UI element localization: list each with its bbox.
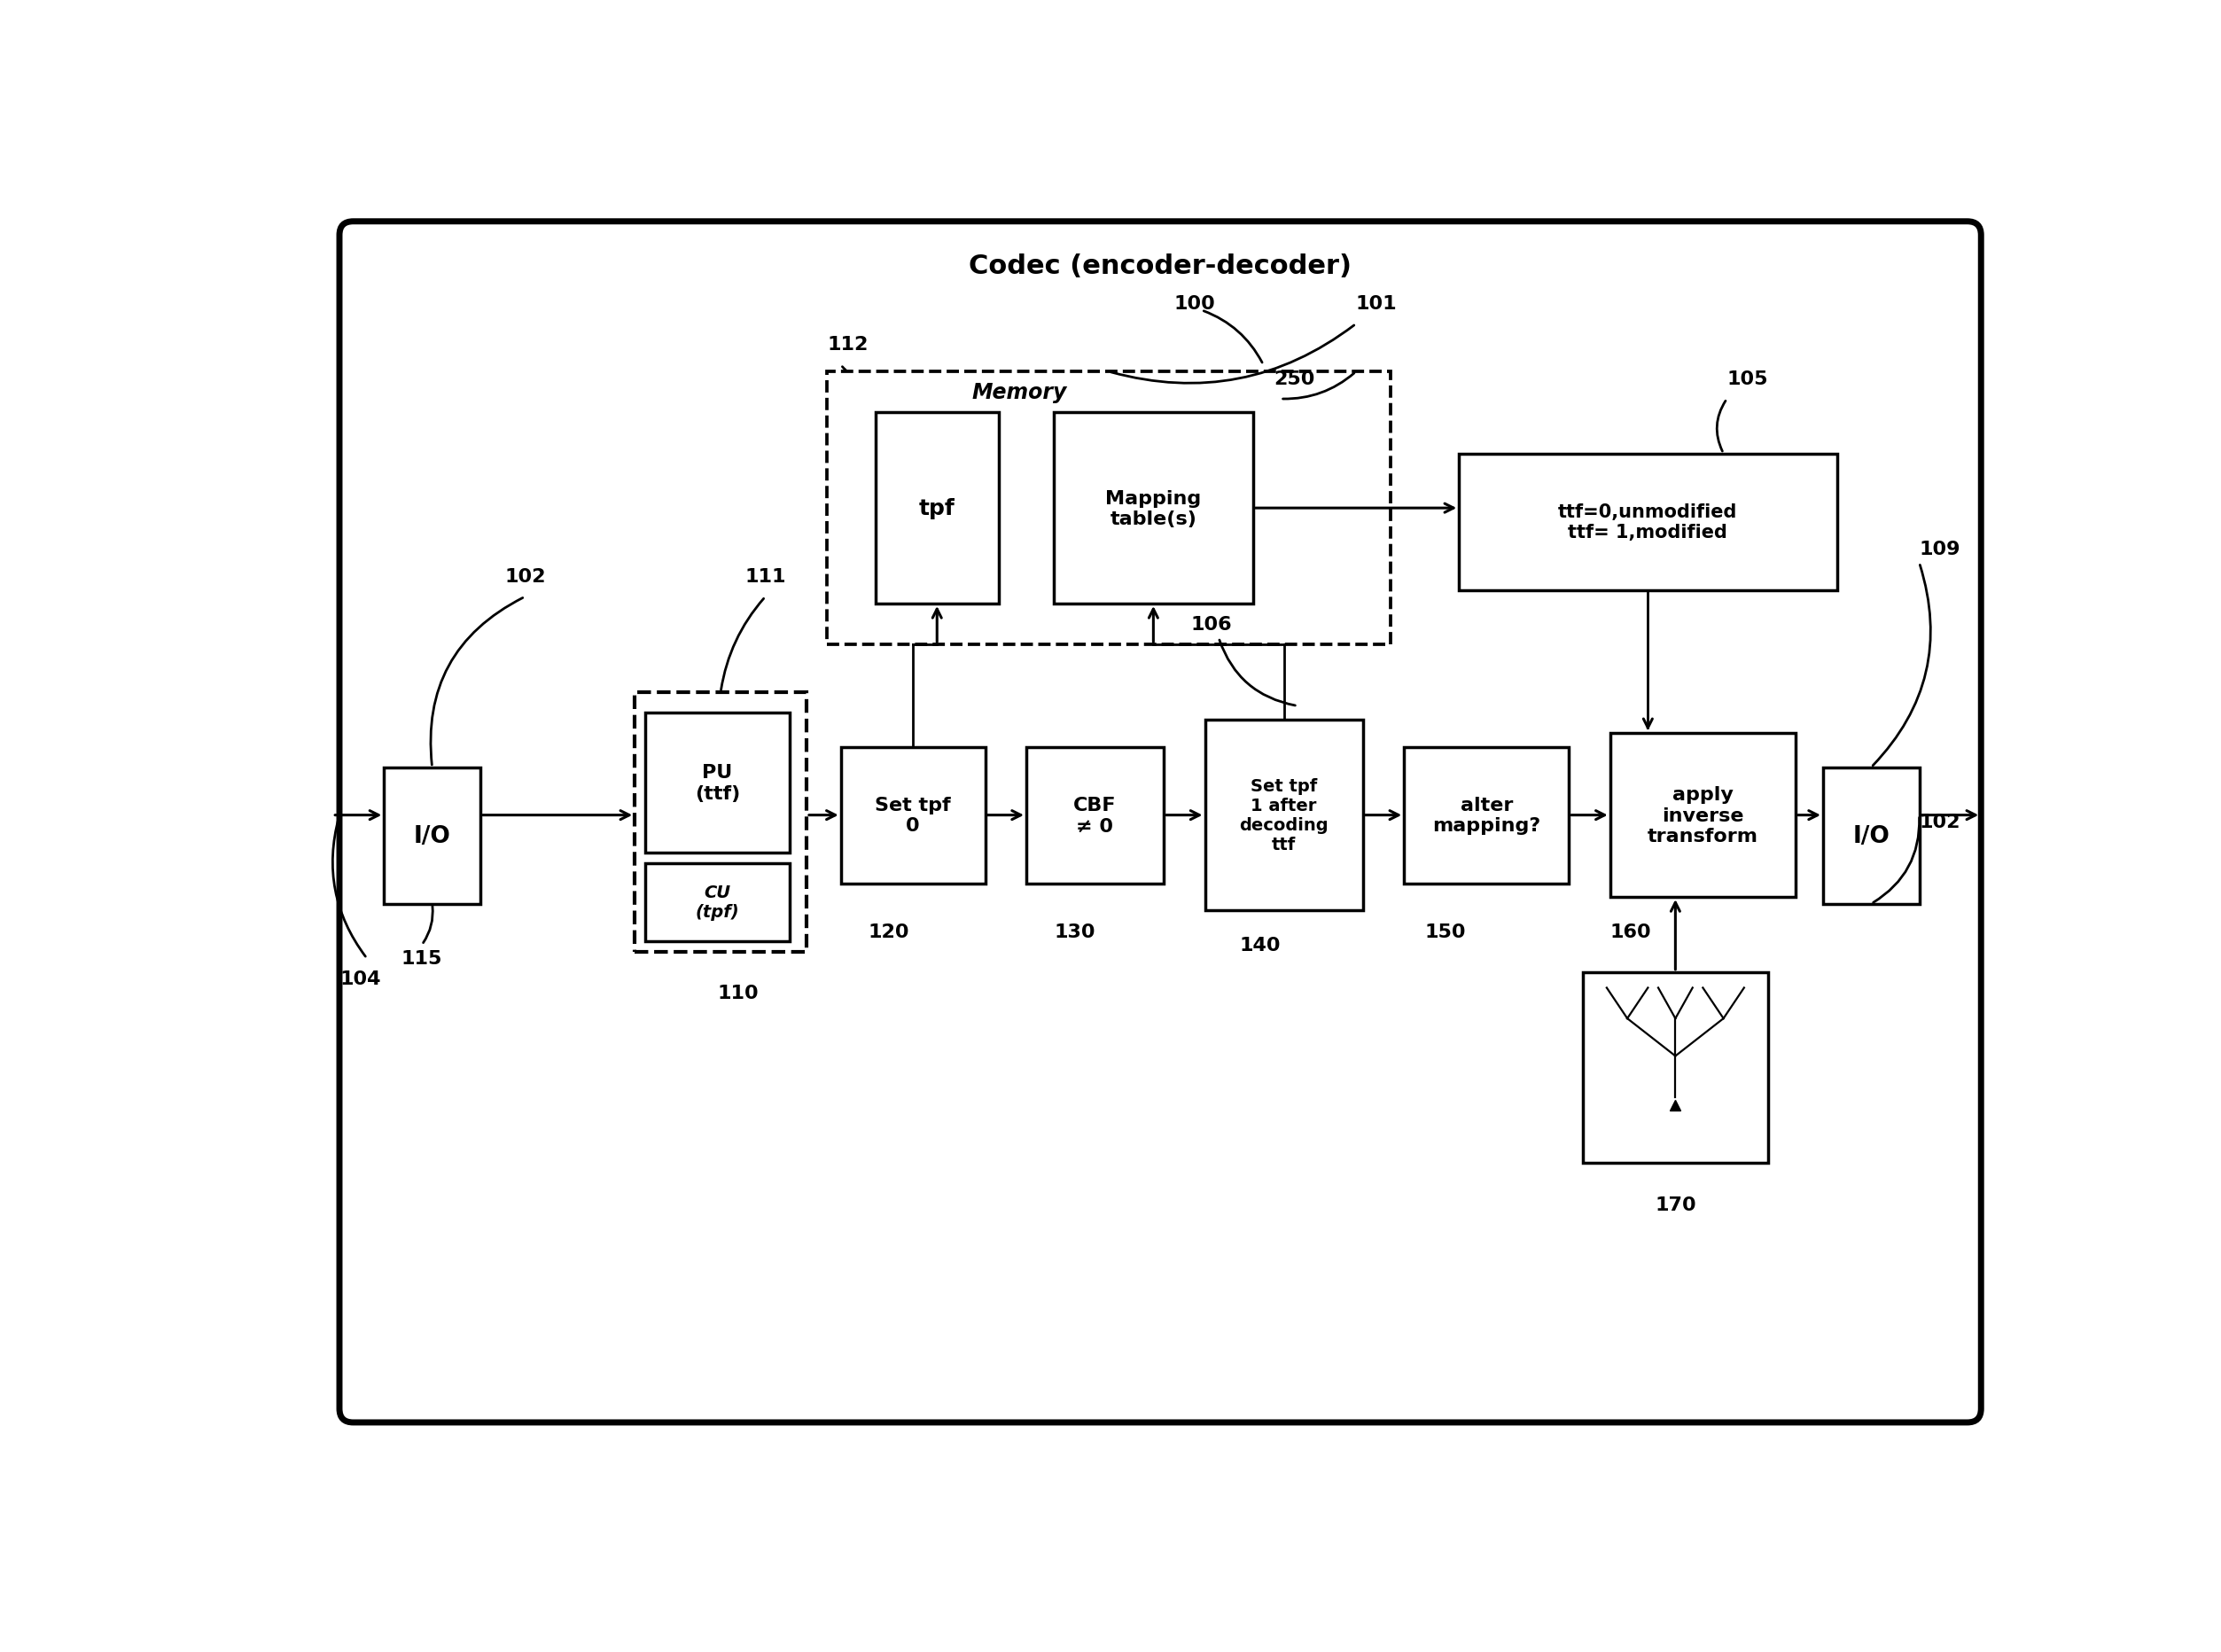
Text: I/O: I/O xyxy=(413,824,451,847)
Text: 250: 250 xyxy=(1273,370,1315,388)
Text: 106: 106 xyxy=(1190,616,1233,633)
Text: 111: 111 xyxy=(744,568,786,586)
Text: 101: 101 xyxy=(1357,296,1397,312)
Text: 140: 140 xyxy=(1239,937,1282,953)
Text: 102: 102 xyxy=(504,568,546,586)
FancyBboxPatch shape xyxy=(826,372,1390,644)
Text: 112: 112 xyxy=(826,335,868,354)
FancyBboxPatch shape xyxy=(644,714,788,852)
FancyBboxPatch shape xyxy=(1459,454,1837,590)
FancyBboxPatch shape xyxy=(1404,747,1568,884)
Text: Set tpf
0: Set tpf 0 xyxy=(875,796,951,834)
FancyBboxPatch shape xyxy=(1204,720,1364,910)
Text: alter
mapping?: alter mapping? xyxy=(1433,796,1541,834)
Text: CBF
≠ 0: CBF ≠ 0 xyxy=(1073,796,1117,834)
Text: Set tpf
1 after
decoding
ttf: Set tpf 1 after decoding ttf xyxy=(1239,778,1328,852)
Text: 109: 109 xyxy=(1919,540,1961,558)
Text: 105: 105 xyxy=(1728,370,1768,388)
Text: Codec (encoder-decoder): Codec (encoder-decoder) xyxy=(968,254,1353,279)
Text: apply
inverse
transform: apply inverse transform xyxy=(1648,786,1759,844)
FancyBboxPatch shape xyxy=(384,768,480,904)
Text: CU
(tpf): CU (tpf) xyxy=(695,884,740,920)
Text: 115: 115 xyxy=(402,950,442,968)
Text: Memory: Memory xyxy=(973,382,1066,403)
FancyBboxPatch shape xyxy=(1823,768,1919,904)
Text: 110: 110 xyxy=(717,985,760,1001)
Text: 150: 150 xyxy=(1424,922,1466,940)
Text: PU
(ttf): PU (ttf) xyxy=(695,763,740,803)
Text: 160: 160 xyxy=(1610,922,1652,940)
Text: tpf: tpf xyxy=(919,497,955,519)
Text: 170: 170 xyxy=(1655,1196,1697,1213)
Text: I/O: I/O xyxy=(1852,824,1890,847)
FancyBboxPatch shape xyxy=(842,747,986,884)
Text: 104: 104 xyxy=(340,970,380,988)
Text: ttf=0,unmodified
ttf= 1,modified: ttf=0,unmodified ttf= 1,modified xyxy=(1559,504,1737,542)
FancyBboxPatch shape xyxy=(1584,973,1768,1163)
FancyBboxPatch shape xyxy=(644,864,788,942)
Text: Mapping
table(s): Mapping table(s) xyxy=(1106,489,1202,527)
FancyBboxPatch shape xyxy=(340,221,1981,1422)
Text: 120: 120 xyxy=(868,922,911,940)
Text: 100: 100 xyxy=(1175,296,1215,312)
FancyBboxPatch shape xyxy=(1610,733,1795,897)
FancyBboxPatch shape xyxy=(875,413,999,605)
FancyBboxPatch shape xyxy=(635,692,806,952)
FancyBboxPatch shape xyxy=(1053,413,1253,605)
FancyBboxPatch shape xyxy=(1026,747,1164,884)
Text: 102: 102 xyxy=(1919,813,1961,831)
Text: 130: 130 xyxy=(1053,922,1095,940)
